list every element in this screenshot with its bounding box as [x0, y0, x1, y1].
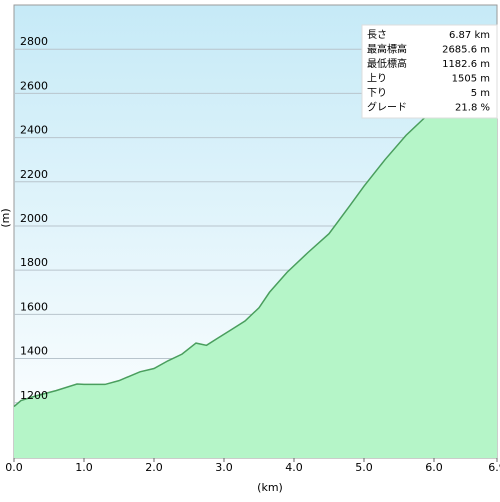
stat-label: 最高標高 — [367, 43, 407, 56]
stats-box — [361, 24, 498, 119]
y-tick-label: 2200 — [20, 168, 48, 181]
line — [13, 73, 498, 408]
stat-label: グレード — [367, 101, 407, 114]
x-tick-label: 4.0 — [285, 461, 303, 474]
stat-value: 5 m — [471, 88, 490, 99]
stat-label: 長さ — [367, 29, 387, 41]
y-tick-label: 2800 — [20, 35, 48, 48]
stat-value: 21.8 % — [455, 103, 490, 114]
y-tick-label: 1400 — [20, 345, 48, 358]
x-tick-label: 3.0 — [215, 461, 233, 474]
stat-value: 2685.6 m — [442, 45, 490, 56]
y-tick-label: 2000 — [20, 212, 48, 225]
stat-value: 6.87 km — [449, 30, 490, 41]
y-tick-label: 2600 — [20, 79, 48, 92]
x-tick-label: 1.0 — [75, 461, 93, 474]
stat-value: 1505 m — [452, 74, 490, 85]
x-tick-label: 5.0 — [355, 461, 373, 474]
x-tick-label: 6.0 — [425, 461, 443, 474]
area — [14, 74, 497, 458]
stat-label: 最低標高 — [367, 57, 407, 70]
x-axis-label: (km) — [257, 481, 283, 494]
y-tick-label: 2400 — [20, 124, 48, 137]
x-tick-label: 2.0 — [145, 461, 163, 474]
stat-label: 下り — [367, 87, 387, 99]
y-axis-label: (m) — [0, 208, 12, 227]
x-tick-label: 0.0 — [5, 461, 23, 474]
stat-value: 1182.6 m — [442, 59, 490, 70]
stat-label: 上り — [367, 73, 387, 85]
x-tick-label: 6.9 — [488, 461, 500, 474]
y-tick-label: 1200 — [20, 389, 48, 402]
y-tick-label: 1600 — [20, 300, 48, 313]
y-tick-label: 1800 — [20, 256, 48, 269]
